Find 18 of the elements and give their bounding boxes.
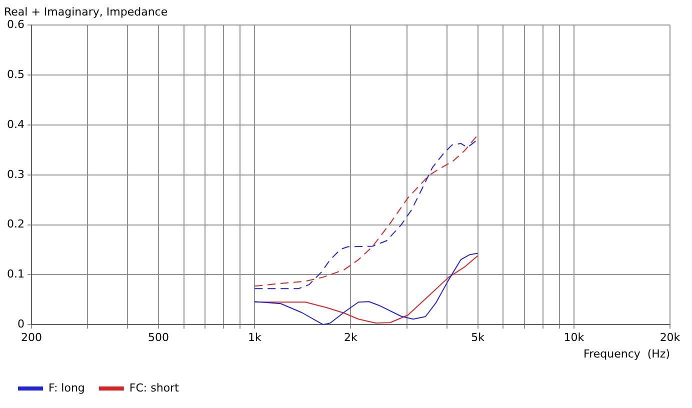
x-tick-label: 20k (660, 331, 681, 344)
x-tick-label: 2k (344, 331, 358, 344)
y-tick-label: 0.5 (6, 68, 24, 81)
x-tick-label: 500 (148, 331, 170, 344)
x-tick-label: 5k (471, 331, 486, 344)
x-tick-label: 10k (564, 331, 585, 344)
x-tick-label: 1k (248, 331, 262, 344)
y-tick-label: 0.1 (6, 268, 24, 281)
legend-label: FC: short (129, 381, 180, 394)
x-axis-title: Frequency (Hz) (584, 347, 670, 360)
legend-label: F: long (48, 381, 85, 394)
y-tick-label: 0 (17, 317, 24, 330)
y-tick-label: 0.2 (6, 218, 24, 231)
y-tick-label: 0.3 (6, 168, 24, 181)
x-tick-label: 200 (20, 331, 42, 344)
chart-title: Real + Imaginary, Impedance (4, 5, 168, 18)
y-tick-label: 0.6 (6, 18, 24, 32)
y-tick-label: 0.4 (6, 118, 24, 131)
